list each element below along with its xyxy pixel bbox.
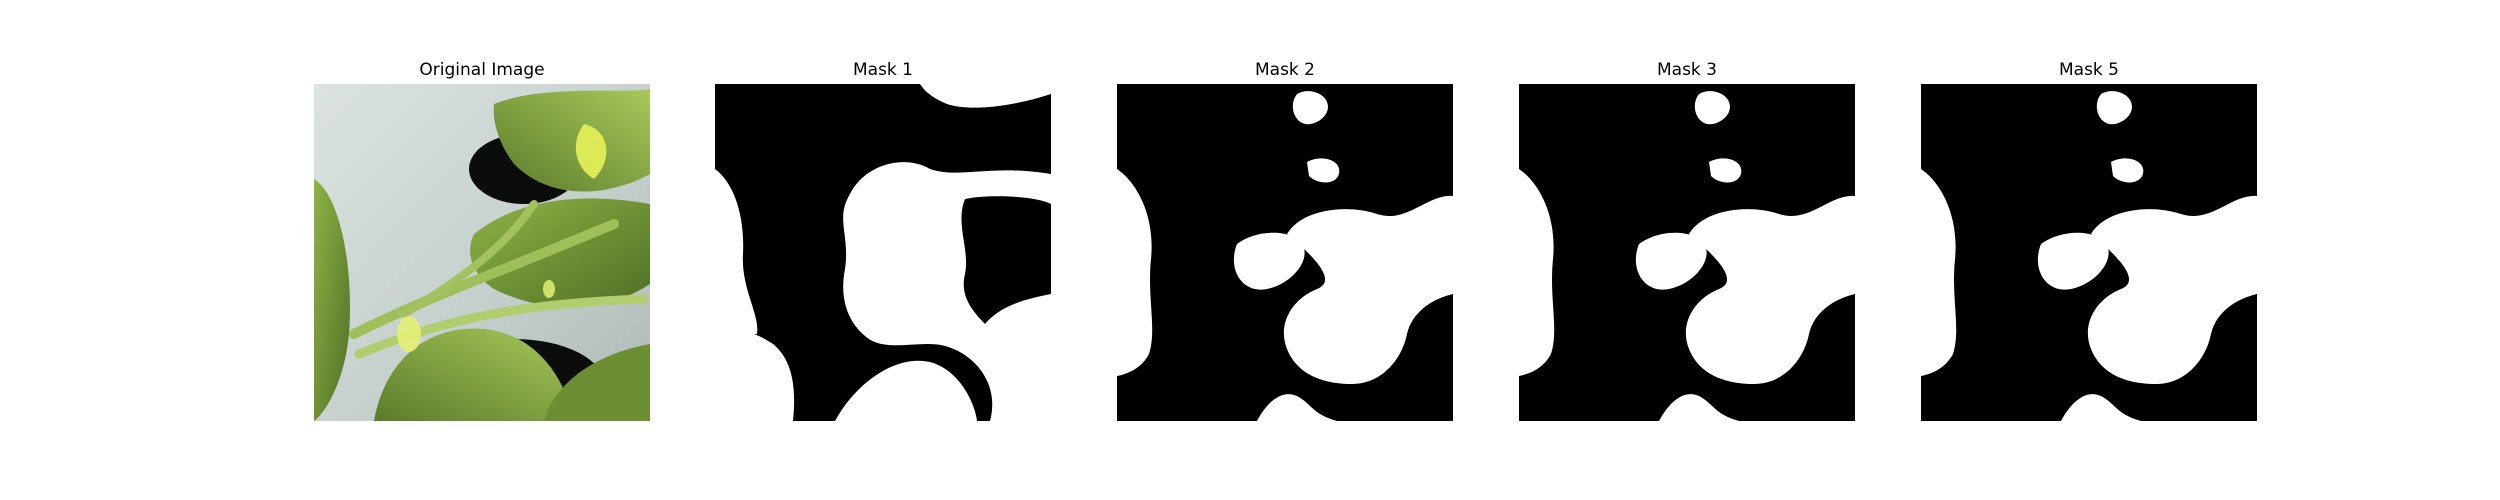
panel-title: Original Image bbox=[419, 60, 545, 80]
mask-region bbox=[715, 329, 795, 421]
mask-region bbox=[2096, 91, 2132, 125]
mask-image bbox=[1921, 84, 2257, 421]
mask-image bbox=[1117, 84, 1453, 421]
mask-region bbox=[1709, 158, 1742, 183]
panel-mask-3: Mask 3 bbox=[1519, 0, 1855, 500]
plant-photo bbox=[314, 84, 650, 421]
mask-region bbox=[1292, 91, 1328, 125]
mask-region bbox=[961, 196, 1051, 324]
original-image bbox=[314, 84, 650, 421]
mask-region bbox=[1283, 195, 1453, 384]
panel-title: Mask 1 bbox=[852, 60, 913, 80]
mask-region bbox=[1659, 394, 1739, 421]
panel-title: Mask 2 bbox=[1254, 60, 1315, 80]
leaf bbox=[493, 89, 650, 192]
mask-region bbox=[835, 360, 977, 421]
mask-image bbox=[715, 84, 1051, 421]
panel-title: Mask 3 bbox=[1656, 60, 1717, 80]
mask-speck bbox=[1647, 244, 1667, 249]
mask-3-svg bbox=[1519, 84, 1855, 421]
mask-region bbox=[1519, 169, 1555, 376]
mask-speck bbox=[2049, 244, 2069, 249]
panel-mask-1: Mask 1 bbox=[715, 0, 1051, 500]
mask-region bbox=[1694, 91, 1730, 125]
mask-region bbox=[715, 169, 758, 334]
stem bbox=[349, 219, 619, 339]
panel-title: Mask 5 bbox=[2058, 60, 2119, 80]
mask-region bbox=[2087, 195, 2257, 384]
mask-1-svg bbox=[715, 84, 1051, 421]
mask-region bbox=[1307, 158, 1340, 183]
leaf bbox=[544, 344, 650, 421]
mask-region bbox=[1117, 169, 1153, 376]
leaf-highlight bbox=[543, 280, 555, 298]
stem bbox=[400, 200, 538, 318]
mask-region bbox=[2061, 394, 2141, 421]
panel-mask-2: Mask 2 bbox=[1117, 0, 1453, 500]
leaf-highlight bbox=[575, 124, 607, 179]
mask-speck bbox=[1245, 244, 1265, 249]
mask-image bbox=[1519, 84, 1855, 421]
mask-region bbox=[1685, 195, 1855, 384]
leaf bbox=[374, 328, 574, 421]
panel-mask-5: Mask 5 bbox=[1921, 0, 2257, 500]
mask-region bbox=[1257, 394, 1337, 421]
mask-region bbox=[1921, 169, 1957, 376]
mask-region bbox=[2111, 158, 2144, 183]
panel-original-image: Original Image bbox=[314, 0, 650, 500]
leaf bbox=[314, 179, 350, 421]
mask-region bbox=[920, 84, 1051, 108]
mask-2-svg bbox=[1117, 84, 1453, 421]
stem bbox=[354, 294, 649, 359]
leaf-highlight bbox=[397, 316, 421, 352]
mask-5-svg bbox=[1921, 84, 2257, 421]
